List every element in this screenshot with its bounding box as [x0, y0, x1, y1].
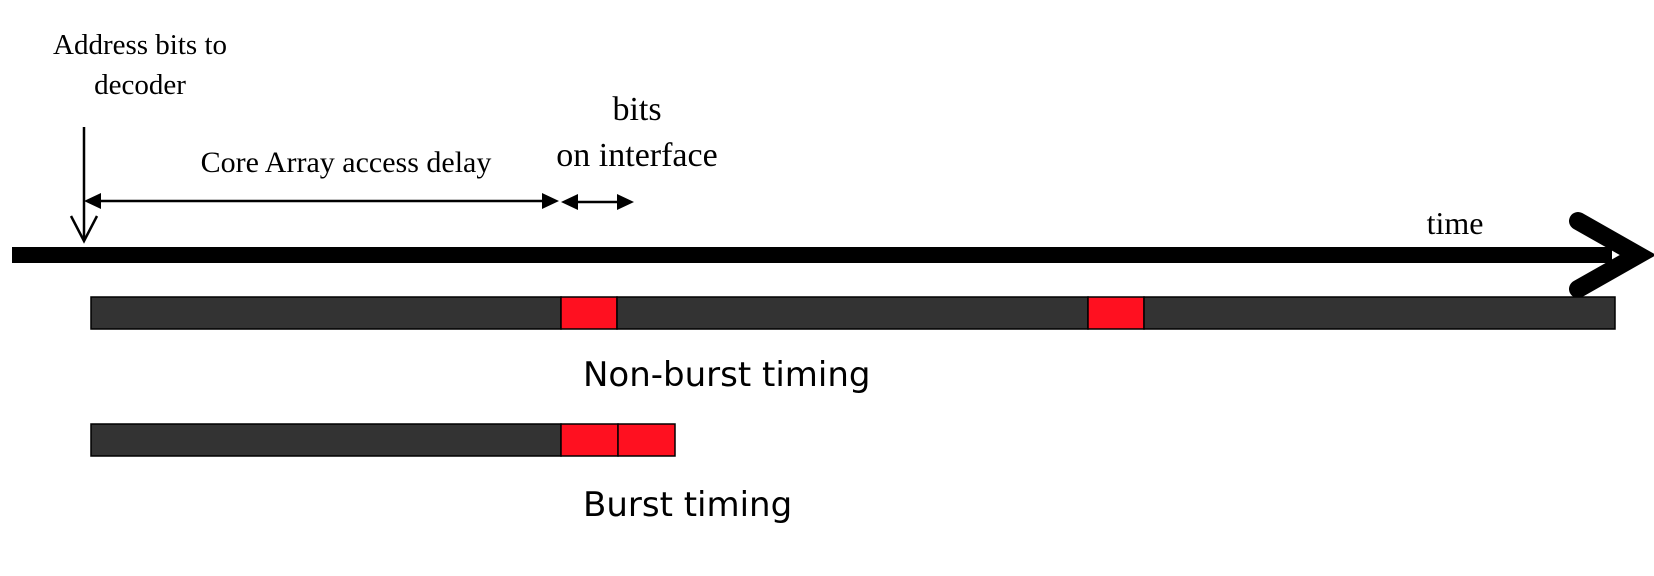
non-burst-access-segment-3	[1143, 296, 1616, 330]
burst-access-segment	[90, 423, 562, 457]
burst-timing-bar	[90, 423, 676, 457]
non-burst-transfer-segment-2	[1087, 296, 1145, 330]
burst-timing-label: Burst timing	[583, 485, 792, 525]
core-delay-label: Core Array access delay	[201, 146, 492, 179]
bits-label-line1: bits	[612, 91, 661, 128]
non-burst-transfer-segment-1	[560, 296, 618, 330]
address-label-line1: Address bits to	[53, 29, 227, 61]
non-burst-access-segment-2	[616, 296, 1089, 330]
bits-label-line2: on interface	[556, 137, 717, 174]
time-axis-arrow-icon	[12, 212, 1654, 298]
time-label: time	[1427, 205, 1484, 241]
core-delay-double-arrow-icon	[84, 193, 559, 209]
address-marker-arrow-icon	[69, 127, 99, 244]
burst-transfer-segment-1	[560, 423, 619, 457]
bits-double-arrow-icon	[561, 194, 634, 210]
non-burst-timing-label: Non-burst timing	[583, 355, 871, 395]
non-burst-access-segment-1	[90, 296, 562, 330]
non-burst-timing-bar	[90, 296, 1616, 330]
address-label-line2: decoder	[94, 69, 186, 101]
burst-transfer-segment-2	[617, 423, 676, 457]
